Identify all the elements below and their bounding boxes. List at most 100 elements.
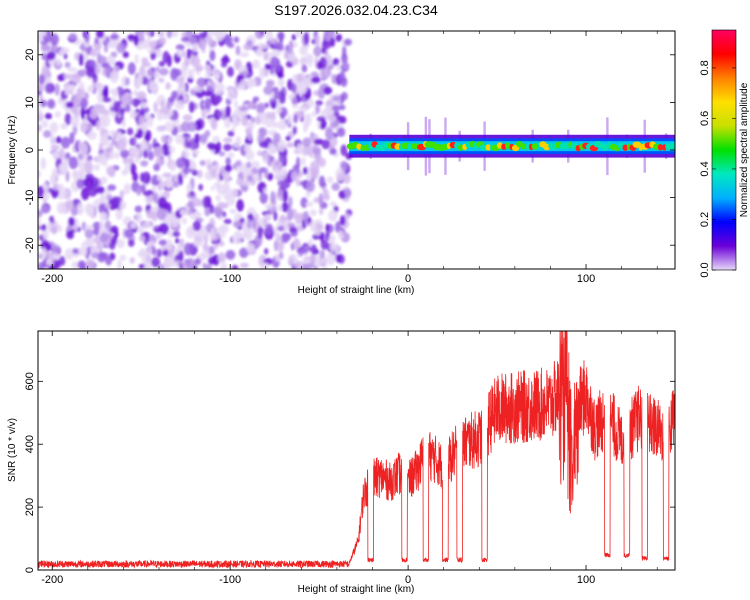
noise-blob bbox=[167, 136, 172, 148]
noise-blob bbox=[96, 186, 105, 194]
noise-blob bbox=[246, 175, 253, 183]
noise-blob bbox=[124, 162, 130, 174]
noise-blob bbox=[303, 31, 310, 45]
noise-blob bbox=[338, 229, 345, 240]
noise-blob bbox=[227, 88, 235, 101]
noise-blob bbox=[64, 61, 71, 69]
noise-blob bbox=[290, 171, 299, 182]
noise-blob bbox=[56, 58, 61, 66]
noise-blob bbox=[136, 187, 142, 196]
noise-blob bbox=[241, 181, 252, 186]
noise-blob bbox=[198, 183, 204, 191]
noise-blob bbox=[304, 121, 309, 131]
noise-blob bbox=[172, 231, 181, 238]
noise-blob bbox=[277, 71, 284, 79]
noise-blob bbox=[280, 232, 290, 244]
noise-blob bbox=[188, 36, 198, 45]
noise-blob bbox=[71, 170, 81, 179]
noise-blob bbox=[84, 92, 89, 100]
noise-blob bbox=[57, 98, 63, 104]
noise-blob bbox=[99, 211, 108, 221]
noise-blob bbox=[56, 188, 67, 200]
noise-blob bbox=[78, 53, 84, 66]
noise-blob bbox=[81, 241, 90, 247]
noise-blob bbox=[182, 260, 187, 269]
noise-blob bbox=[84, 161, 94, 174]
noise-blob bbox=[245, 149, 255, 161]
signal-hotspot bbox=[516, 141, 523, 148]
noise-blob bbox=[200, 251, 207, 261]
noise-blob bbox=[153, 163, 161, 172]
noise-blob bbox=[276, 232, 281, 244]
noise-blob bbox=[50, 42, 58, 55]
noise-blob bbox=[340, 144, 348, 157]
noise-blob bbox=[339, 160, 348, 170]
noise-blob bbox=[79, 97, 89, 109]
noise-blob bbox=[282, 190, 288, 203]
noise-blob bbox=[305, 180, 315, 193]
snr-x-tick-label: 0 bbox=[405, 574, 411, 586]
noise-blob bbox=[176, 48, 181, 57]
noise-blob bbox=[153, 101, 158, 113]
noise-blob bbox=[318, 157, 326, 168]
noise-blob bbox=[85, 177, 94, 190]
noise-blob bbox=[152, 138, 157, 147]
noise-blob bbox=[202, 262, 207, 269]
noise-blob bbox=[124, 229, 134, 238]
noise-blob bbox=[344, 187, 351, 197]
noise-blob bbox=[181, 217, 187, 225]
noise-blob bbox=[65, 101, 75, 109]
noise-blob bbox=[103, 45, 109, 53]
noise-blob bbox=[214, 243, 219, 250]
noise-blob bbox=[64, 112, 72, 126]
noise-blob bbox=[299, 245, 309, 254]
noise-blob bbox=[314, 230, 322, 236]
noise-blob bbox=[127, 127, 134, 136]
noise-blob bbox=[52, 253, 62, 260]
noise-blob bbox=[223, 137, 233, 143]
noise-blob bbox=[288, 254, 298, 265]
noise-blob bbox=[227, 66, 234, 78]
noise-blob bbox=[91, 251, 99, 259]
noise-blob bbox=[326, 176, 334, 184]
noise-blob bbox=[188, 72, 194, 79]
noise-blob bbox=[337, 115, 347, 124]
noise-blob bbox=[47, 98, 56, 109]
noise-blob bbox=[246, 39, 253, 47]
noise-blob bbox=[41, 52, 46, 61]
noise-blob bbox=[211, 81, 216, 90]
noise-blob bbox=[305, 53, 314, 65]
noise-blob bbox=[162, 172, 172, 178]
noise-blob bbox=[120, 149, 130, 159]
noise-blob bbox=[342, 45, 347, 59]
noise-blob bbox=[191, 211, 202, 218]
noise-blob bbox=[259, 262, 270, 269]
noise-blob bbox=[139, 139, 148, 153]
noise-blob bbox=[183, 95, 188, 103]
noise-blob bbox=[185, 226, 196, 239]
signal-hotspot bbox=[524, 143, 530, 151]
signal-hotspot bbox=[485, 144, 491, 151]
noise-blob bbox=[239, 52, 250, 58]
noise-blob bbox=[308, 238, 313, 248]
noise-blob bbox=[271, 158, 277, 171]
noise-blob bbox=[263, 187, 268, 194]
noise-blob bbox=[225, 157, 231, 166]
snr-y-tick-label: 400 bbox=[24, 435, 36, 453]
snr-x-tick-label: -200 bbox=[41, 574, 63, 586]
noise-blob bbox=[208, 255, 216, 265]
noise-blob bbox=[84, 108, 91, 116]
noise-blob bbox=[313, 46, 322, 57]
noise-blob bbox=[91, 72, 97, 80]
noise-blob bbox=[40, 44, 51, 52]
noise-blob bbox=[155, 48, 162, 58]
noise-blob bbox=[100, 232, 109, 243]
noise-blob bbox=[310, 220, 317, 233]
signal-hotspot bbox=[563, 142, 570, 150]
noise-blob bbox=[84, 228, 94, 239]
noise-blob bbox=[218, 232, 226, 238]
noise-blob bbox=[162, 51, 170, 64]
noise-blob bbox=[86, 205, 96, 217]
signal-hotspot bbox=[657, 144, 664, 151]
noise-blob bbox=[323, 86, 333, 95]
